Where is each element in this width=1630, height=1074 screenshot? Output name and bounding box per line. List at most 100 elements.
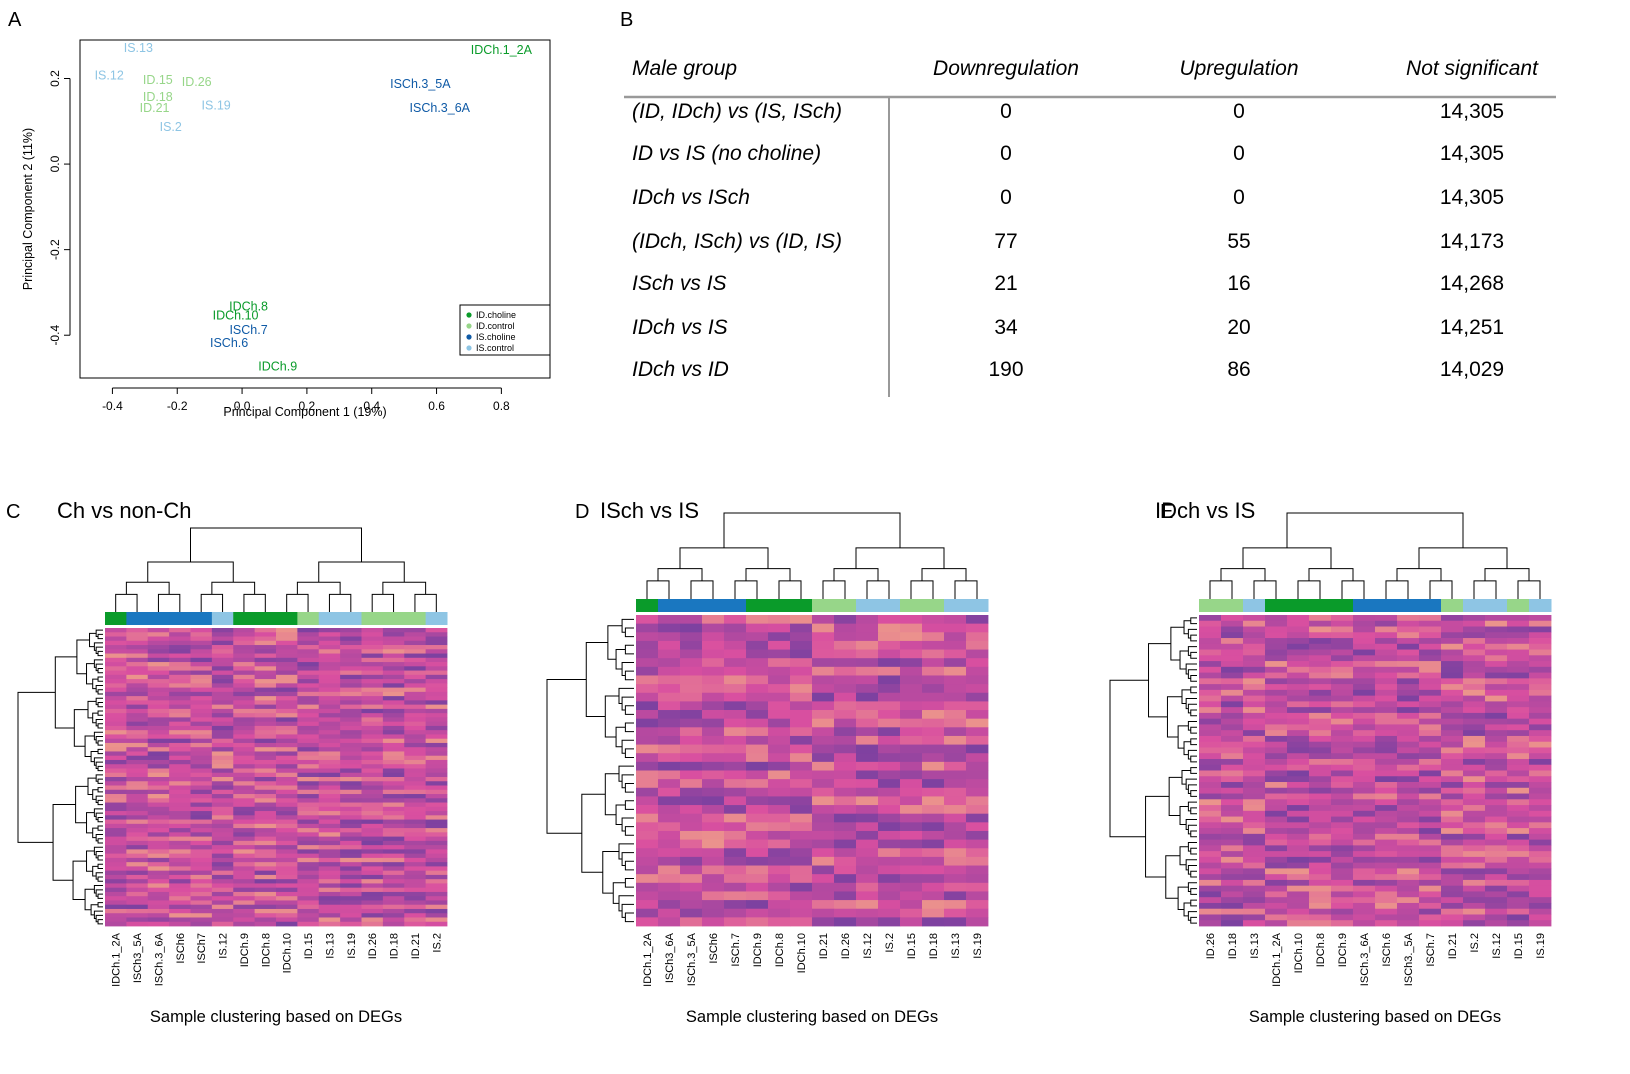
heatmap-cell	[1287, 735, 1310, 743]
heatmap-cell	[724, 805, 747, 815]
heatmap-cell	[404, 713, 427, 718]
heatmap-cell	[856, 718, 879, 728]
heatmap-cell	[147, 640, 170, 646]
heatmap-cell	[1507, 816, 1530, 823]
heatmap-cell	[1375, 649, 1398, 656]
heatmap-cell	[126, 713, 149, 718]
heatmap-cell	[658, 753, 681, 763]
heatmap-cell	[254, 840, 277, 846]
row-dendrogram-branch	[97, 838, 103, 844]
heatmap-cell	[190, 798, 213, 803]
heatmap-cell	[211, 866, 234, 872]
heatmap-cell	[900, 865, 923, 875]
heatmap-cell	[404, 828, 427, 833]
heatmap-cell	[944, 632, 967, 642]
heatmap-cell	[105, 713, 127, 718]
row-dendrogram-branch	[97, 799, 103, 806]
heatmap-cell	[1287, 684, 1310, 691]
heatmap-cell	[1419, 862, 1442, 869]
heatmap-cell	[147, 747, 170, 752]
group-color-bar-cell	[1529, 599, 1552, 612]
heatmap-cell	[297, 853, 320, 859]
heatmap-cell	[1375, 735, 1398, 743]
heatmap-cell	[944, 917, 967, 927]
heatmap-cell	[812, 779, 835, 789]
heatmap-cell	[211, 759, 234, 765]
heatmap-cell	[1287, 620, 1310, 627]
heatmap-cell	[211, 674, 234, 680]
heatmap-cell	[340, 657, 362, 663]
heatmap-cell	[126, 704, 149, 710]
column-dendrogram-branch	[921, 568, 967, 581]
heatmap-cell	[233, 768, 256, 774]
heatmap-cell	[1507, 874, 1530, 881]
heatmap-cell	[812, 770, 835, 780]
heatmap-cell	[1265, 816, 1288, 823]
heatmap-cell	[724, 649, 747, 659]
heatmap-cell	[1331, 701, 1354, 708]
heatmap-cell	[746, 779, 769, 789]
heatmap-cell	[746, 874, 769, 884]
heatmap-cell	[702, 632, 725, 642]
heatmap-cell	[147, 628, 170, 633]
heatmap-cell	[1287, 845, 1310, 852]
heatmap-cell	[768, 658, 791, 668]
heatmap-cell	[790, 753, 813, 763]
heatmap-cell	[878, 710, 901, 720]
heatmap-cell	[425, 853, 448, 859]
heatmap-cell	[276, 879, 298, 884]
heatmap-cell	[746, 822, 769, 832]
heatmap-cell	[1419, 753, 1442, 760]
row-dendrogram-branch	[95, 833, 103, 842]
heatmap-cell	[1529, 701, 1552, 708]
heatmap-cell	[105, 708, 127, 714]
heatmap-cell	[211, 704, 234, 710]
heatmap-cell	[404, 649, 427, 654]
heatmap-cell	[812, 900, 835, 910]
panel-letter-e: E	[1160, 501, 1173, 523]
heatmap-cell	[680, 615, 703, 625]
heatmap-cell	[1309, 874, 1332, 881]
heatmap-cell	[790, 882, 813, 892]
heatmap-cell	[382, 704, 405, 710]
heatmap-cell	[404, 857, 427, 863]
column-dendrogram-branch	[1308, 568, 1354, 581]
heatmap-cell	[254, 823, 277, 829]
heatmap-cell	[1287, 816, 1310, 823]
heatmap-cell	[1287, 776, 1310, 783]
heatmap-cell	[636, 640, 659, 650]
heatmap-cell	[1485, 782, 1508, 789]
heatmap-cell	[834, 839, 857, 849]
heatmap-cell	[1287, 782, 1310, 789]
table-cell: 0	[1000, 100, 1012, 123]
heatmap-cell	[382, 840, 405, 846]
heatmap-cell	[297, 819, 320, 825]
column-dendrogram-branch	[328, 593, 352, 612]
heatmap-cell	[1441, 730, 1464, 737]
heatmap-cell	[169, 832, 191, 837]
heatmap-cell	[856, 666, 879, 676]
heatmap-cell	[105, 870, 127, 876]
heatmap-cell	[1243, 764, 1266, 771]
heatmap-cell	[724, 640, 747, 650]
heatmap-cell	[1397, 695, 1420, 702]
heatmap-cell	[856, 882, 879, 892]
row-dendrogram-branch	[73, 709, 89, 747]
heatmap-cell	[211, 900, 234, 906]
heatmap-cell	[1375, 666, 1398, 673]
heatmap-cell	[382, 896, 405, 901]
heatmap-cell	[1463, 747, 1486, 754]
heatmap-cell	[190, 811, 213, 816]
heatmap-cell	[425, 819, 448, 825]
heatmap-cell	[233, 666, 256, 671]
heatmap-cell	[382, 794, 405, 799]
heatmap-cell	[1529, 684, 1552, 691]
row-dendrogram-branch	[1190, 899, 1197, 907]
heatmap-cell	[190, 670, 213, 676]
heatmap-cell	[382, 883, 405, 889]
table-cell: 14,173	[1440, 230, 1504, 253]
heatmap-cell	[190, 645, 213, 650]
heatmap-cell	[1287, 891, 1310, 898]
heatmap-cell	[1375, 856, 1398, 864]
heatmap-cell	[1441, 747, 1464, 754]
